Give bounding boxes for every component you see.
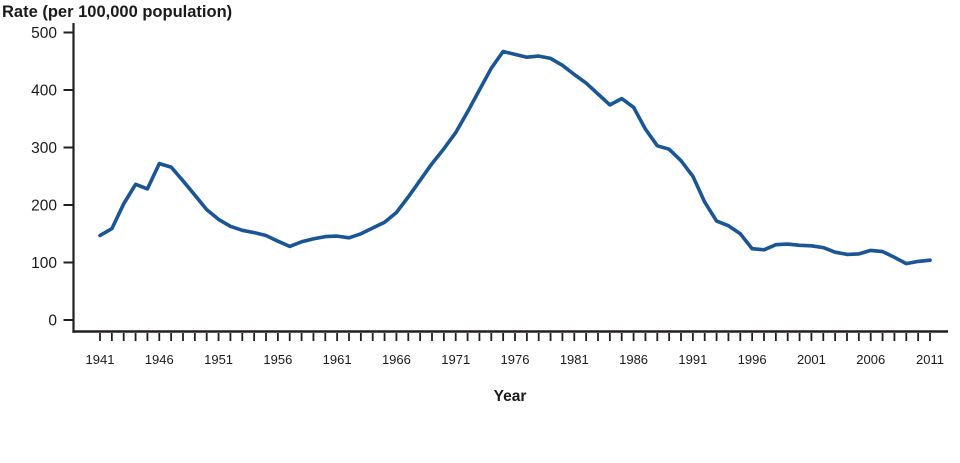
- y-tick-label: 400: [31, 83, 57, 100]
- x-tick-label: 2006: [856, 352, 885, 367]
- x-axis-ticks: 1941 1946 1951 1956 1961 1966 1971 1976 1981 1986…: [86, 333, 944, 367]
- rate-line-series: [98, 49, 932, 266]
- x-tick-label: 1966: [382, 352, 411, 367]
- x-tick-label: 1981: [560, 352, 589, 367]
- x-tick-label: 1991: [678, 352, 707, 367]
- x-axis-title: Year: [493, 388, 527, 405]
- y-axis-ticks: 0 100 200 300 400 500: [31, 25, 73, 330]
- y-tick-label: 100: [31, 255, 57, 272]
- chart-title: Rate (per 100,000 population): [2, 3, 233, 21]
- y-tick-label: 200: [31, 198, 57, 215]
- x-tick-label: 1956: [263, 352, 292, 367]
- y-tick-label: 300: [31, 140, 57, 157]
- axes: [72, 23, 948, 333]
- x-tick-label: 1946: [145, 352, 174, 367]
- x-tick-label: 1976: [501, 352, 530, 367]
- y-tick-label: 0: [48, 313, 57, 330]
- x-tick-label: 1986: [619, 352, 648, 367]
- x-tick-label: 2001: [797, 352, 826, 367]
- x-tick-label: 1971: [441, 352, 470, 367]
- x-tick-label: 2011: [916, 352, 944, 367]
- x-tick-label: 1951: [204, 352, 233, 367]
- x-tick-label: 1961: [323, 352, 352, 367]
- x-tick-label: 1941: [86, 352, 115, 367]
- y-tick-label: 500: [31, 25, 57, 42]
- x-tick-label: 1996: [738, 352, 767, 367]
